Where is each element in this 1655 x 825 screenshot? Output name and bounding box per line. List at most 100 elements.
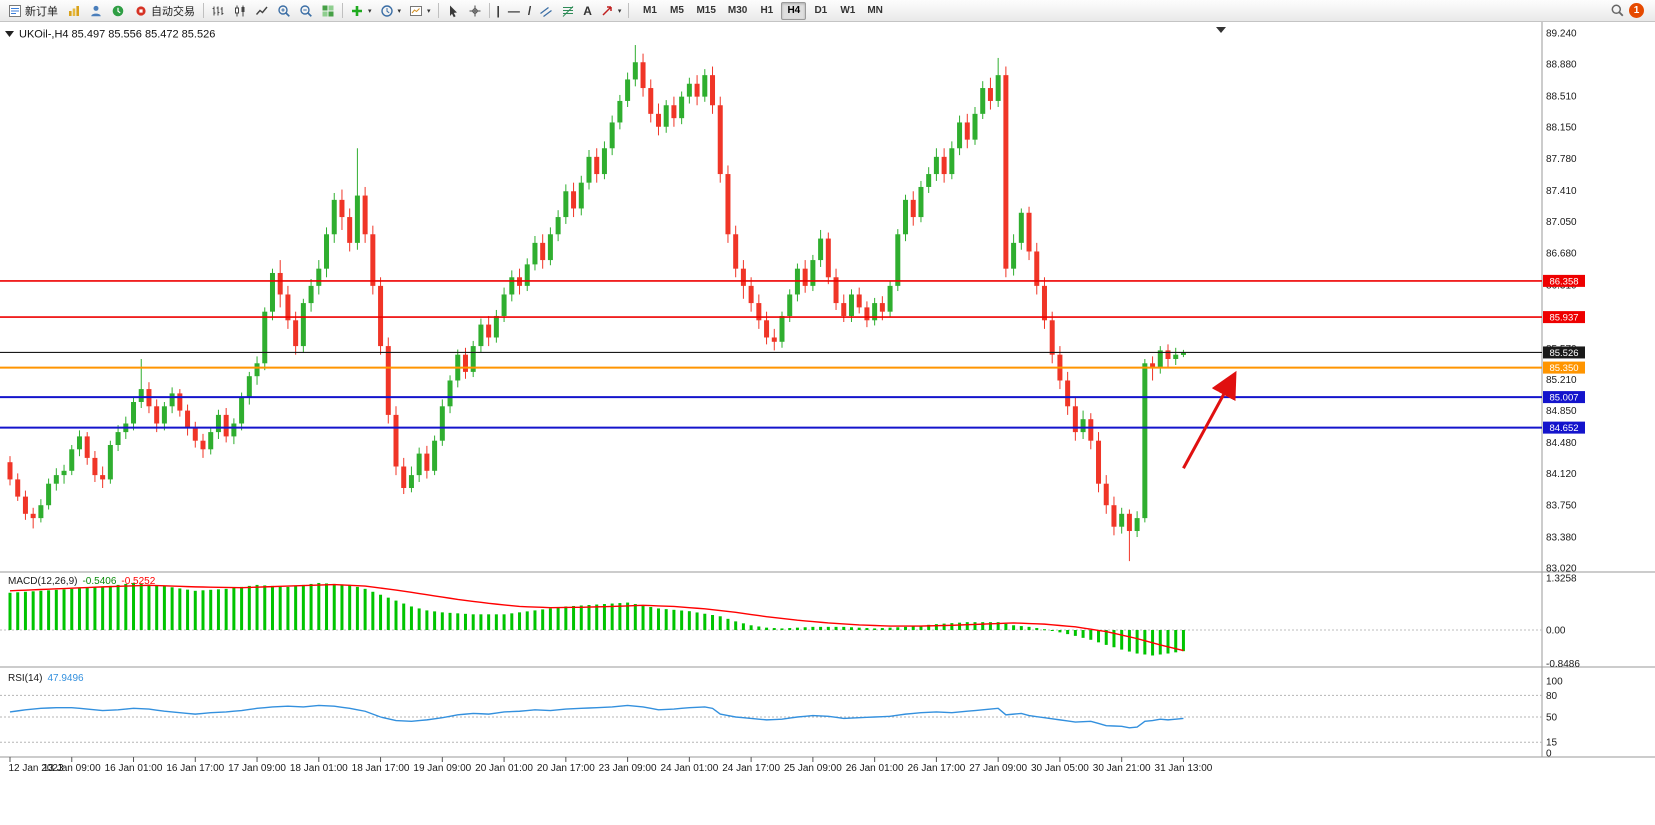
svg-text:85.210: 85.210 xyxy=(1546,375,1577,386)
zoom-out-button[interactable] xyxy=(295,1,317,21)
timeframe-button-h4[interactable]: H4 xyxy=(781,1,807,20)
svg-text:20 Jan 17:00: 20 Jan 17:00 xyxy=(537,763,595,774)
tile-windows-icon xyxy=(322,5,334,16)
crosshair-tool-button[interactable] xyxy=(464,1,486,21)
market-watch-icon xyxy=(112,5,124,16)
arrow-tool-icon xyxy=(602,5,612,16)
svg-text:18 Jan 01:00: 18 Jan 01:00 xyxy=(290,763,348,774)
fibonacci-tool-button[interactable] xyxy=(557,1,579,21)
svg-text:84.120: 84.120 xyxy=(1546,469,1577,480)
chart-header: UKOil-,H4 85.497 85.556 85.472 85.526 xyxy=(19,29,215,41)
line-chart-type-icon xyxy=(255,6,268,15)
svg-text:27 Jan 09:00: 27 Jan 09:00 xyxy=(969,763,1027,774)
horizontal-line-tool-button[interactable]: — xyxy=(504,1,524,21)
svg-text:87.050: 87.050 xyxy=(1546,217,1577,228)
templates-button[interactable]: ▾ xyxy=(405,1,435,21)
zoom-in-button[interactable] xyxy=(273,1,295,21)
one-click-trading-toggle[interactable] xyxy=(5,31,14,37)
svg-text:31 Jan 13:00: 31 Jan 13:00 xyxy=(1155,763,1213,774)
chart-canvas[interactable]: 89.240 88.880 88.510 88.150 87.780 87.410 87.0… xyxy=(0,22,1655,825)
new-chart-icon xyxy=(69,5,79,16)
zoom-in-icon xyxy=(278,4,290,17)
crosshair-icon xyxy=(469,5,481,16)
trend-arrow-object[interactable] xyxy=(1182,370,1237,469)
cursor-tool-button[interactable] xyxy=(442,1,464,21)
chevron-down-icon: ▾ xyxy=(397,7,402,15)
toolbar: 新订单 自动交易 xyxy=(0,0,1655,22)
bar-chart-type-icon xyxy=(212,6,224,15)
toolbar-separator xyxy=(203,3,204,18)
svg-text:16 Jan 17:00: 16 Jan 17:00 xyxy=(166,763,224,774)
trendline-tool-button[interactable]: / xyxy=(524,1,535,21)
price-axis[interactable]: 89.240 88.880 88.510 88.150 87.780 87.410 87.0… xyxy=(1546,29,1577,575)
tile-windows-button[interactable] xyxy=(317,1,339,21)
price-line-label xyxy=(1543,391,1585,404)
channel-tool-button[interactable] xyxy=(535,1,557,21)
toolbar-separator xyxy=(342,3,343,18)
svg-text:84.480: 84.480 xyxy=(1546,438,1577,449)
svg-text:100: 100 xyxy=(1546,677,1563,688)
vertical-line-tool-button[interactable]: | xyxy=(493,1,504,21)
svg-text:24 Jan 01:00: 24 Jan 01:00 xyxy=(660,763,718,774)
market-watch-button[interactable] xyxy=(107,1,129,21)
timeframe-button-m5[interactable]: M5 xyxy=(669,5,684,16)
clock-icon xyxy=(380,4,393,17)
candlestick-type-button[interactable] xyxy=(229,1,251,21)
fibonacci-icon xyxy=(562,5,574,17)
svg-text:87.410: 87.410 xyxy=(1546,186,1577,197)
new-order-label: 新订单 xyxy=(25,5,58,18)
channel-icon xyxy=(540,6,553,17)
svg-text:86.358: 86.358 xyxy=(1549,276,1578,287)
timeframe-button-h1[interactable]: H1 xyxy=(760,5,774,16)
cursor-icon xyxy=(449,5,457,17)
macd-signal-line xyxy=(9,583,1184,652)
timeframe-button-d1[interactable]: D1 xyxy=(814,5,828,16)
candlestick-type-icon xyxy=(235,5,245,16)
auto-trading-button[interactable]: 自动交易 xyxy=(129,1,200,21)
horizontal-line-icon: — xyxy=(507,3,520,18)
toolbar-separator xyxy=(628,3,630,18)
price-line-label xyxy=(1543,361,1585,374)
timeframe-button-m30[interactable]: M30 xyxy=(727,5,748,16)
rsi-label: RSI(14) 47.9496 xyxy=(8,673,84,684)
horizontal-lines: 86.358 85.937 85.526 85.350 85.007 84.652 xyxy=(0,274,1585,434)
new-chart-button[interactable] xyxy=(63,1,85,21)
svg-text:84.652: 84.652 xyxy=(1549,423,1578,434)
rsi-line xyxy=(9,704,1184,729)
timeframe-button-mn[interactable]: MN xyxy=(867,5,883,16)
text-tool-button[interactable]: A xyxy=(579,1,596,21)
svg-text:30 Jan 05:00: 30 Jan 05:00 xyxy=(1031,763,1089,774)
timeframe-button-m15[interactable]: M15 xyxy=(696,5,716,16)
timeframe-button-m1[interactable]: M1 xyxy=(642,5,657,16)
timeframe-group: M1 M5 M15 M30 H1 H4 D1 W1 MN xyxy=(636,1,888,20)
periods-button[interactable]: ▾ xyxy=(376,1,406,21)
chevron-down-icon: ▾ xyxy=(368,7,372,15)
text-tool-icon: A xyxy=(583,3,592,18)
svg-text:83.750: 83.750 xyxy=(1546,501,1577,512)
timeframe-button-w1[interactable]: W1 xyxy=(840,5,856,16)
svg-text:86.680: 86.680 xyxy=(1546,249,1577,260)
line-chart-type-button[interactable] xyxy=(251,1,273,21)
price-line-label xyxy=(1543,346,1585,359)
toolbar-separator xyxy=(488,3,490,18)
zoom-out-icon xyxy=(300,4,312,17)
svg-text:12 Jan 2023: 12 Jan 2023 xyxy=(8,763,63,774)
bar-chart-type-button[interactable] xyxy=(207,1,229,21)
profiles-icon xyxy=(91,5,101,16)
profiles-button[interactable] xyxy=(85,1,107,21)
indicators-button[interactable]: ▾ xyxy=(346,1,376,21)
svg-text:84.850: 84.850 xyxy=(1546,406,1577,417)
svg-text:23 Jan 09:00: 23 Jan 09:00 xyxy=(599,763,657,774)
arrows-tool-button[interactable]: ▾ xyxy=(596,1,626,21)
new-order-button[interactable]: 新订单 xyxy=(3,1,63,21)
search-button[interactable] xyxy=(1606,1,1629,21)
svg-text:26 Jan 17:00: 26 Jan 17:00 xyxy=(907,763,965,774)
svg-text:85.350: 85.350 xyxy=(1549,363,1578,374)
svg-text:88.150: 88.150 xyxy=(1546,122,1577,133)
chevron-down-icon: ▾ xyxy=(427,7,431,15)
notification-badge[interactable]: 1 xyxy=(1629,3,1644,18)
svg-text:18 Jan 17:00: 18 Jan 17:00 xyxy=(352,763,410,774)
shift-marker-icon[interactable] xyxy=(1216,27,1226,33)
